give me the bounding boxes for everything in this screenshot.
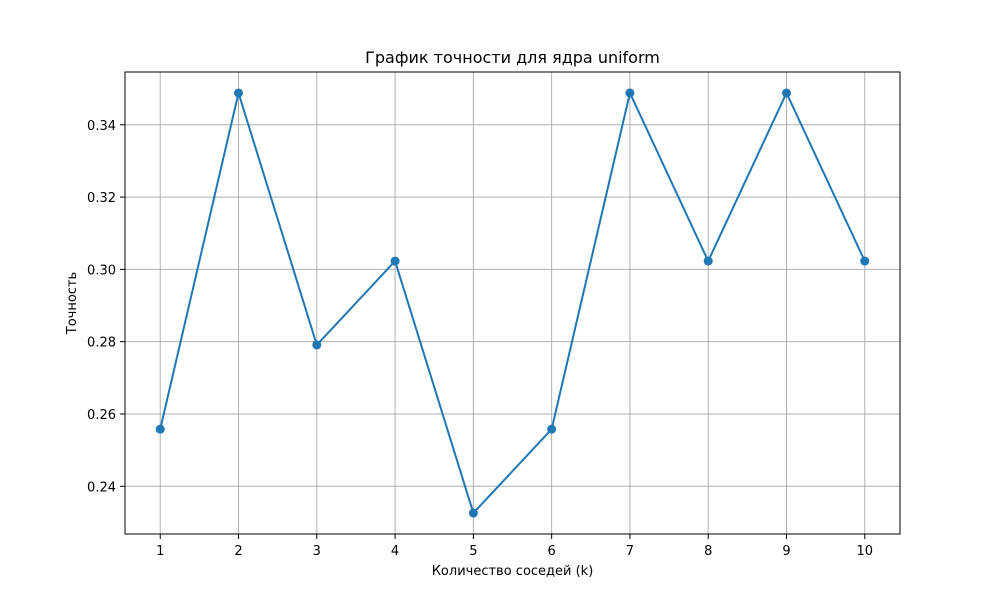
data-point: [234, 88, 244, 98]
data-point: [860, 256, 870, 266]
x-tick-label: 6: [548, 544, 556, 559]
x-axis-label: Количество соседей (k): [432, 564, 594, 579]
x-tick-label: 8: [704, 544, 712, 559]
data-point: [155, 424, 165, 434]
y-tick-label: 0.28: [87, 336, 116, 351]
y-axis-label: Точность: [65, 272, 80, 335]
x-tick-label: 5: [469, 544, 477, 559]
y-tick-label: 0.34: [87, 119, 116, 134]
data-point: [703, 256, 713, 266]
chart-title: График точности для ядра uniform: [365, 48, 660, 67]
x-tick-label: 9: [782, 544, 790, 559]
axis-ticks: 1 2 3 4 5 6 7 8 9 10 0.24 0.26 0.28 0.30 0.32 0.34: [87, 119, 873, 559]
data-point: [312, 340, 322, 350]
x-tick-label: 10: [856, 544, 873, 559]
y-tick-label: 0.24: [87, 480, 116, 495]
data-point: [468, 508, 478, 518]
series-line: [159, 91, 866, 515]
x-tick-label: 4: [391, 544, 399, 559]
x-tick-label: 2: [234, 544, 242, 559]
y-tick-label: 0.30: [87, 263, 116, 278]
x-tick-label: 7: [626, 544, 634, 559]
plot-frame: [124, 71, 901, 535]
x-tick-label: 1: [156, 544, 164, 559]
series-layer: [155, 88, 870, 518]
x-tick-label: 3: [313, 544, 321, 559]
data-point: [390, 256, 400, 266]
data-point: [625, 88, 635, 98]
grid-lines: [125, 72, 900, 534]
y-tick-label: 0.26: [87, 408, 116, 423]
data-point: [547, 424, 557, 434]
y-tick-label: 0.32: [87, 191, 116, 206]
data-point: [781, 88, 791, 98]
